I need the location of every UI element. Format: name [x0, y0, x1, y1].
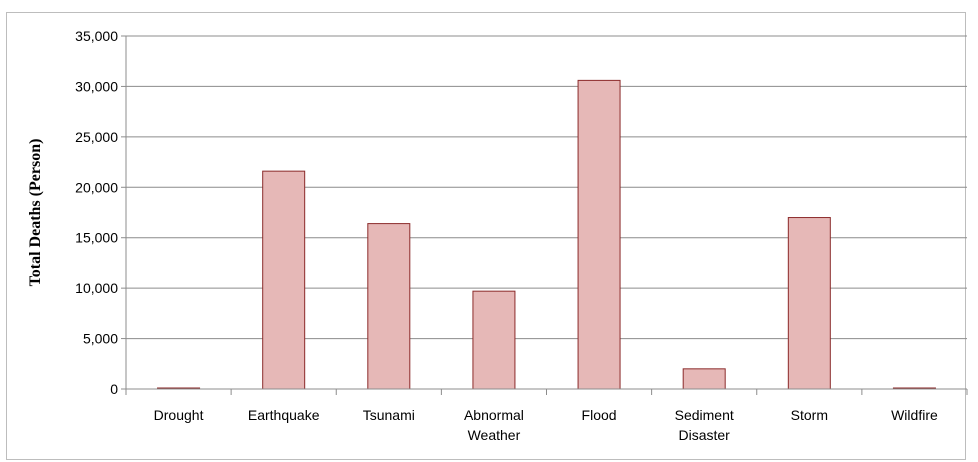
x-tick-label: Storm: [791, 407, 828, 423]
y-axis-title: Total Deaths (Person): [27, 139, 44, 287]
x-tick-label: Flood: [582, 407, 617, 423]
y-tick-label: 30,000: [75, 78, 118, 94]
y-tick-label: 25,000: [75, 129, 118, 145]
x-tick-label: Abnormal Weather: [464, 407, 524, 443]
bar: [787, 217, 831, 390]
bar: [682, 368, 726, 390]
bars: [157, 79, 936, 390]
y-tick-label: 5,000: [83, 331, 118, 347]
bar: [472, 290, 516, 390]
x-tick-label: Wildfire: [891, 407, 938, 423]
bar: [367, 223, 411, 390]
x-tick-label: Drought: [154, 407, 204, 423]
y-tick-label: 10,000: [75, 280, 118, 296]
labels: 0 5,000 10,000 15,000 20,000 25,000 30,000 35,0…: [75, 28, 938, 443]
y-tick-label: 15,000: [75, 230, 118, 246]
bar: [577, 79, 621, 390]
y-tick-label: 0: [110, 381, 118, 397]
x-tick-label: Sediment Disaster: [675, 407, 734, 443]
y-tick-label: 20,000: [75, 179, 118, 195]
x-tick-label: Tsunami: [363, 407, 415, 423]
y-tick-label: 35,000: [75, 28, 118, 44]
gridlines: [126, 35, 967, 340]
bar: [262, 170, 306, 390]
axes: [121, 35, 968, 395]
x-tick-label: Earthquake: [248, 407, 320, 423]
